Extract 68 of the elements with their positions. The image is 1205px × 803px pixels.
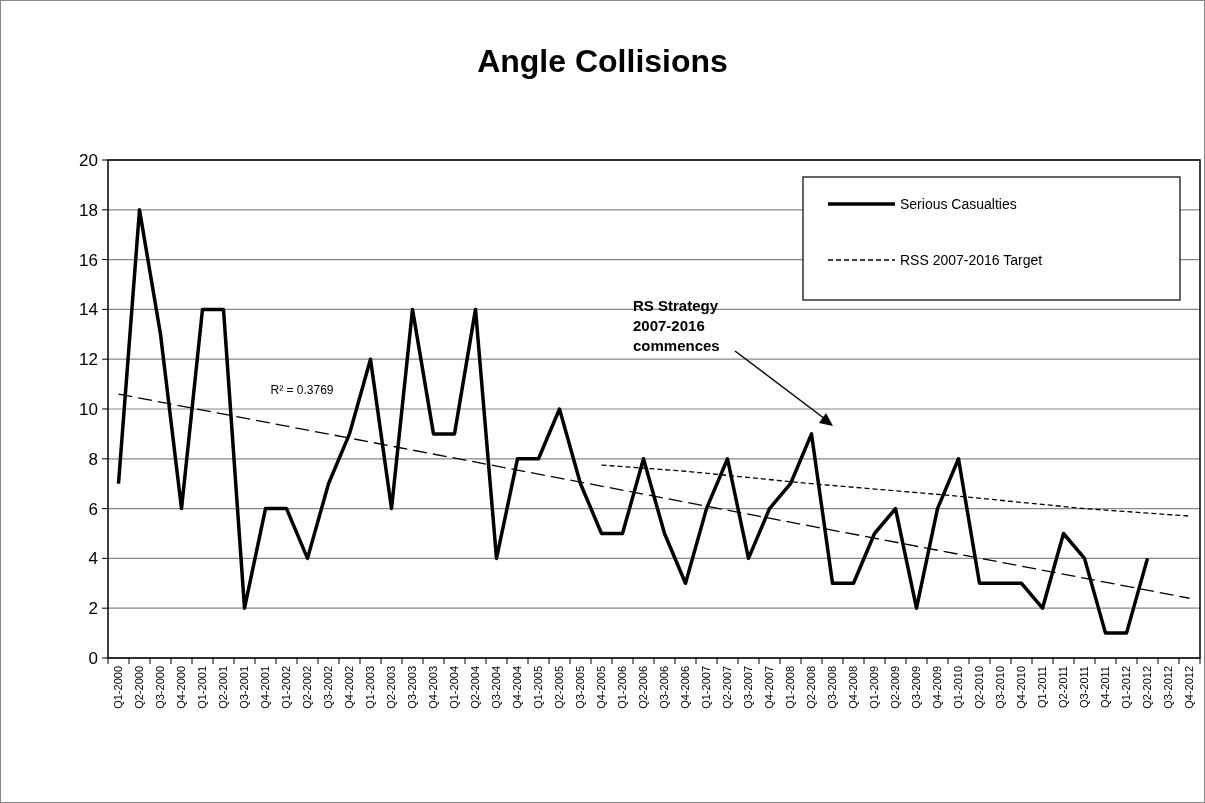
x-tick-label: Q1-2008: [784, 666, 797, 709]
x-tick-label: Q3-2009: [910, 666, 923, 709]
x-tick-label: Q4-2006: [679, 666, 692, 709]
x-tick-label: Q2-2008: [805, 666, 818, 709]
x-tick-label: Q4-2011: [1099, 666, 1112, 708]
x-tick-label: Q1-2005: [532, 666, 545, 709]
x-tick-label: Q2-2000: [133, 666, 146, 709]
x-tick-label: Q3-2003: [406, 666, 419, 709]
x-tick-label: Q4-2004: [511, 666, 524, 709]
y-tick-label: 12: [79, 350, 98, 370]
x-tick-label: Q3-2000: [154, 666, 167, 709]
x-tick-label: Q4-2002: [343, 666, 356, 709]
chart-title: Angle Collisions: [477, 43, 728, 79]
x-tick-label: Q3-2010: [994, 666, 1007, 709]
x-tick-label: Q1-2001: [196, 666, 209, 709]
x-tick-label: Q4-2008: [847, 666, 860, 709]
x-tick-label: Q4-2000: [175, 666, 188, 709]
x-tick-label: Q1-2000: [112, 666, 125, 709]
x-tick-label: Q1-2006: [616, 666, 629, 709]
x-tick-label: Q3-2007: [742, 666, 755, 709]
x-tick-label: Q1-2012: [1120, 666, 1133, 709]
x-tick-label: Q4-2009: [931, 666, 944, 709]
x-tick-label: Q1-2004: [448, 666, 461, 709]
x-tick-label: Q1-2007: [700, 666, 713, 709]
annotation: RS Strategy 2007-2016 commences: [633, 297, 720, 354]
x-tick-label: Q4-2012: [1183, 666, 1196, 709]
x-tick-label: Q2-2010: [973, 666, 986, 709]
x-tick-label: Q1-2010: [952, 666, 965, 709]
x-tick-label: Q1-2002: [280, 666, 293, 709]
x-tick-label: Q3-2002: [322, 666, 335, 709]
x-tick-label: Q2-2001: [217, 666, 230, 709]
x-tick-label: Q2-2011: [1057, 666, 1070, 708]
x-tick-label: Q2-2004: [469, 666, 482, 709]
x-tick-label: Q4-2010: [1015, 666, 1028, 709]
x-tick-label: Q4-2003: [427, 666, 440, 709]
x-tick-label: Q3-2012: [1162, 666, 1175, 709]
x-tick-label: Q3-2001: [238, 666, 251, 709]
y-tick-label: 14: [79, 300, 98, 320]
x-tick-label: Q3-2004: [490, 666, 503, 709]
x-tick-label: Q3-2005: [574, 666, 587, 709]
y-tick-label: 0: [88, 648, 98, 668]
x-tick-label: Q4-2001: [259, 666, 272, 709]
x-tick-label: Q3-2006: [658, 666, 671, 709]
y-tick-label: 18: [79, 200, 98, 220]
x-tick-label: Q4-2005: [595, 666, 608, 709]
legend-label: RSS 2007-2016 Target: [900, 251, 1043, 268]
x-tick-label: Q1-2009: [868, 666, 881, 709]
x-tick-label: Q2-2002: [301, 666, 314, 709]
annotation: R² = 0.3769: [270, 383, 334, 398]
x-tick-label: Q2-2012: [1141, 666, 1154, 709]
y-tick-label: 20: [79, 150, 98, 170]
x-tick-label: Q2-2005: [553, 666, 566, 709]
x-tick-label: Q2-2009: [889, 666, 902, 709]
x-tick-label: Q3-2011: [1078, 666, 1091, 708]
x-tick-label: Q2-2007: [721, 666, 734, 709]
x-tick-label: Q4-2007: [763, 666, 776, 709]
y-tick-label: 4: [88, 549, 98, 569]
y-tick-label: 10: [79, 399, 98, 419]
x-tick-label: Q3-2008: [826, 666, 839, 709]
y-tick-label: 6: [88, 499, 98, 519]
x-tick-label: Q2-2003: [385, 666, 398, 709]
legend-label: Serious Casualties: [900, 195, 1017, 212]
y-tick-label: 8: [88, 449, 98, 469]
y-tick-label: 2: [88, 599, 98, 619]
x-tick-label: Q1-2011: [1036, 666, 1049, 708]
x-tick-label: Q2-2006: [637, 666, 650, 709]
x-tick-label: Q1-2003: [364, 666, 377, 709]
y-tick-label: 16: [79, 250, 98, 270]
